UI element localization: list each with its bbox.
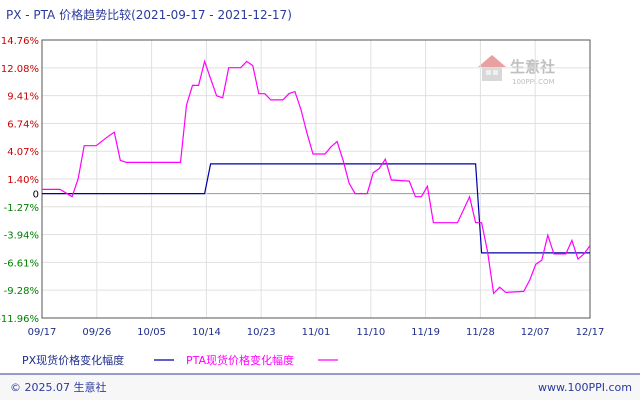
- footer-copyright: © 2025.07 生意社: [10, 380, 106, 394]
- y-tick-label: 0: [33, 190, 39, 201]
- legend: PX现货价格变化幅度 PTA现货价格变化幅度: [22, 353, 338, 367]
- y-axis-ticks: 14.76% 12.08% 9.41% 6.74% 4.07% 1.40% 0 -1.27% -…: [0, 36, 39, 325]
- y-tick-label: 9.41%: [7, 92, 39, 103]
- y-tick-label: -9.28%: [4, 286, 39, 297]
- legend-label-pta: PTA现货价格变化幅度: [186, 353, 294, 367]
- y-tick-label: 1.40%: [7, 175, 39, 186]
- y-tick-label: -3.94%: [4, 231, 39, 242]
- x-tick-label: 11/19: [411, 327, 440, 338]
- x-tick-label: 10/05: [137, 327, 166, 338]
- series-line-px: [42, 163, 590, 254]
- series-lines: [42, 59, 591, 295]
- watermark-brand: 生意社: [510, 58, 555, 76]
- x-tick-label: 11/01: [302, 327, 331, 338]
- x-tick-label: 11/28: [466, 327, 495, 338]
- plot-frame: [41, 39, 591, 319]
- legend-label-px: PX现货价格变化幅度: [22, 353, 124, 367]
- y-tick-label: 6.74%: [7, 119, 39, 130]
- x-tick-label: 10/23: [247, 327, 276, 338]
- x-tick-label: 12/17: [576, 327, 605, 338]
- series-line-pta: [42, 59, 591, 295]
- x-tick-label: 09/17: [28, 327, 57, 338]
- grid-lines: [42, 39, 590, 319]
- y-tick-label: 4.07%: [7, 147, 39, 158]
- watermark-site: 100PPI.COM: [512, 78, 555, 86]
- y-tick-label: 12.08%: [1, 64, 39, 75]
- footer-bar: [0, 375, 640, 400]
- logo-house-icon: [478, 55, 506, 81]
- y-tick-label: -11.96%: [0, 314, 39, 325]
- y-tick-label: -6.61%: [4, 258, 39, 269]
- watermark-logo: 生意社 100PPI.COM: [478, 55, 555, 86]
- x-tick-label: 10/14: [192, 327, 221, 338]
- x-axis-ticks: 09/17 09/26 10/05 10/14 10/23 11/01 11/10 11/19…: [28, 327, 605, 338]
- y-tick-label: 14.76%: [1, 36, 39, 47]
- chart-title: PX - PTA 价格趋势比较(2021-09-17 - 2021-12-17): [6, 7, 292, 22]
- x-tick-label: 11/10: [356, 327, 385, 338]
- footer-url[interactable]: www.100PPI.com: [538, 381, 632, 394]
- y-tick-label: -1.27%: [4, 203, 39, 214]
- x-tick-label: 12/07: [521, 327, 550, 338]
- x-tick-label: 09/26: [82, 327, 111, 338]
